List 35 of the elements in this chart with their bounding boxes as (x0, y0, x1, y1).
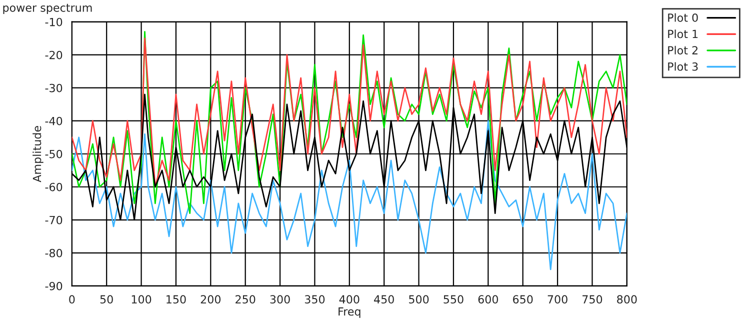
y-tick-label: -40 (45, 116, 62, 126)
x-tick-label: 750 (582, 295, 602, 304)
x-tick-label: 450 (374, 295, 394, 304)
x-tick-label: 500 (409, 295, 429, 304)
x-tick-label: 300 (270, 295, 290, 304)
x-tick-label: 50 (100, 295, 113, 304)
y-tick-label: -60 (45, 182, 62, 192)
x-tick-label: 600 (478, 295, 498, 304)
legend-label: Plot 1 (668, 30, 698, 38)
x-tick-label: 550 (444, 295, 464, 304)
x-tick-label: 650 (513, 295, 533, 304)
y-tick-label: -90 (45, 282, 62, 290)
x-tick-label: 150 (166, 295, 186, 304)
x-tick-label: 0 (69, 295, 75, 304)
x-tick-label: 200 (200, 295, 221, 304)
x-tick-label: 400 (339, 295, 360, 304)
x-tick-label: 800 (617, 295, 637, 304)
line-series (72, 120, 627, 270)
y-tick-label: -20 (45, 50, 62, 60)
legend-label: Plot 0 (668, 13, 698, 22)
x-tick-label: 100 (132, 295, 152, 304)
x-tick-label: 350 (304, 295, 325, 304)
y-tick-label: -30 (45, 84, 62, 92)
y-tick-label: -80 (45, 248, 62, 258)
y-tick-label: -50 (45, 150, 62, 158)
x-tick-label: 250 (236, 295, 256, 304)
x-tick-label: 700 (548, 295, 568, 304)
legend-label: Plot 2 (668, 46, 698, 54)
legend-label: Plot 3 (668, 62, 698, 71)
y-tick-label: -70 (45, 216, 62, 224)
x-axis-title: Freq (338, 307, 360, 318)
chart-title: power spectrum (3, 4, 92, 14)
y-axis-title: Amplitude (32, 126, 44, 182)
line-series (72, 31, 627, 214)
y-tick-label: -10 (45, 18, 62, 26)
